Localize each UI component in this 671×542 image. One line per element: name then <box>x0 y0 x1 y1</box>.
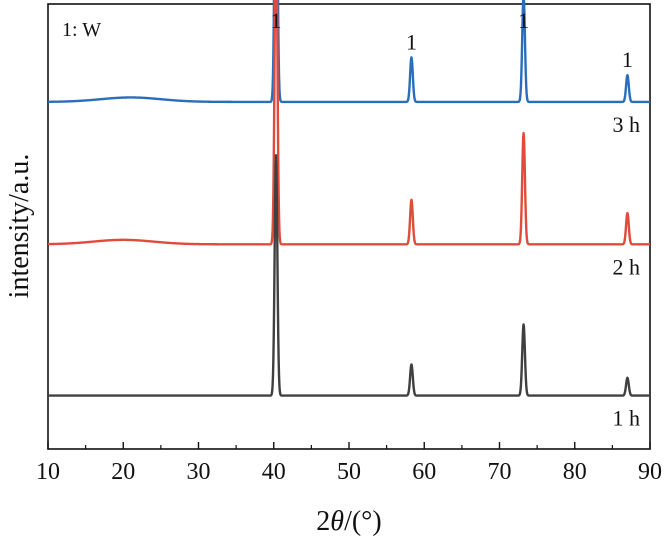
series-label-3h: 3 h <box>613 112 641 137</box>
series-label-1h: 1 h <box>613 406 641 431</box>
plot-frame <box>47 3 651 450</box>
x-tick-label: 50 <box>337 459 361 485</box>
y-axis-title: intensity/a.u. <box>4 154 35 299</box>
series-line-2h <box>47 0 651 246</box>
series-line-1h <box>47 154 651 397</box>
x-tick-label: 10 <box>36 459 60 485</box>
x-axis-title: 2θ/(°) <box>316 506 381 537</box>
x-tick-label: 80 <box>563 459 587 485</box>
series-line-3h <box>47 0 651 104</box>
series-layer: 3 h 2 h 1 h <box>47 0 651 431</box>
x-tick-label: 30 <box>187 459 211 485</box>
x-tick-label: 60 <box>412 459 436 485</box>
peak-annotation: 1 <box>518 8 529 33</box>
x-tick-label: 20 <box>111 459 135 485</box>
peak-annotation: 1 <box>271 8 282 33</box>
annotation-layer: 1 1 1 1 <box>271 8 633 72</box>
x-tick-label: 40 <box>262 459 286 485</box>
series-label-2h: 2 h <box>613 254 641 279</box>
peak-annotation: 1 <box>622 47 633 72</box>
legend-note: 1: W <box>62 19 101 41</box>
x-tick-label: 70 <box>488 459 512 485</box>
peak-annotation: 1 <box>406 29 417 54</box>
x-axis: 10 20 30 40 50 60 70 80 90 <box>36 442 662 485</box>
x-tick-label: 90 <box>638 459 662 485</box>
